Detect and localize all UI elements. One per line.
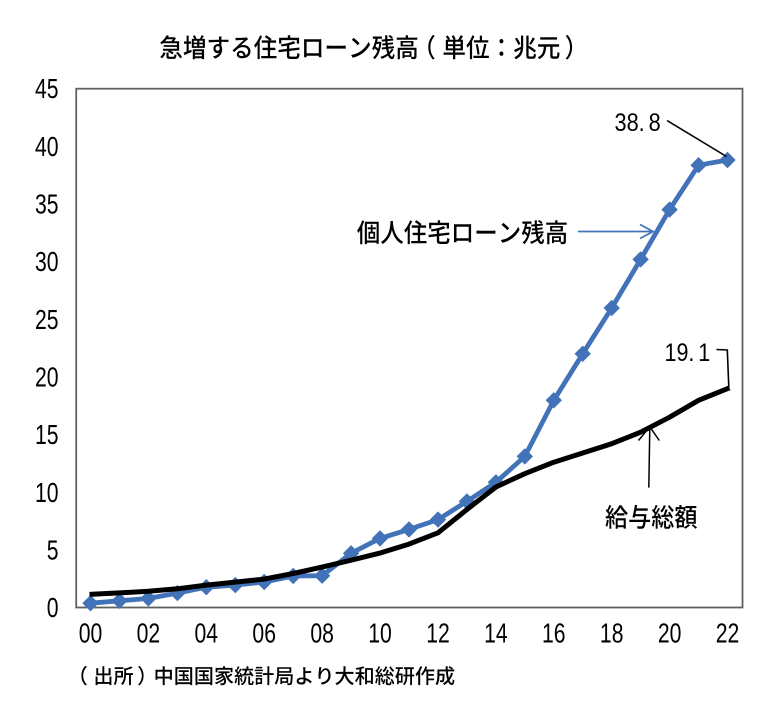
svg-text:04: 04 bbox=[195, 619, 219, 649]
svg-text:25: 25 bbox=[35, 305, 59, 335]
svg-text:20: 20 bbox=[35, 363, 59, 393]
svg-text:0: 0 bbox=[47, 594, 59, 624]
svg-text:06: 06 bbox=[252, 619, 276, 649]
svg-text:35: 35 bbox=[35, 190, 59, 220]
svg-text:16: 16 bbox=[542, 619, 566, 649]
svg-text:22: 22 bbox=[716, 619, 740, 649]
svg-text:02: 02 bbox=[137, 619, 161, 649]
svg-text:10: 10 bbox=[368, 619, 392, 649]
svg-text:08: 08 bbox=[310, 619, 334, 649]
svg-text:10: 10 bbox=[35, 478, 59, 508]
svg-text:20: 20 bbox=[658, 619, 682, 649]
svg-text:18: 18 bbox=[600, 619, 624, 649]
svg-text:00: 00 bbox=[79, 619, 103, 649]
svg-text:14: 14 bbox=[484, 619, 508, 649]
svg-text:12: 12 bbox=[426, 619, 450, 649]
svg-text:19.1: 19. 1 bbox=[665, 338, 711, 366]
svg-text:15: 15 bbox=[35, 421, 59, 451]
svg-text:30: 30 bbox=[35, 248, 59, 278]
svg-text:5: 5 bbox=[47, 536, 59, 566]
svg-text:38.8: 38. 8 bbox=[615, 109, 661, 137]
svg-text:40: 40 bbox=[35, 132, 59, 162]
svg-text:45: 45 bbox=[35, 75, 59, 105]
